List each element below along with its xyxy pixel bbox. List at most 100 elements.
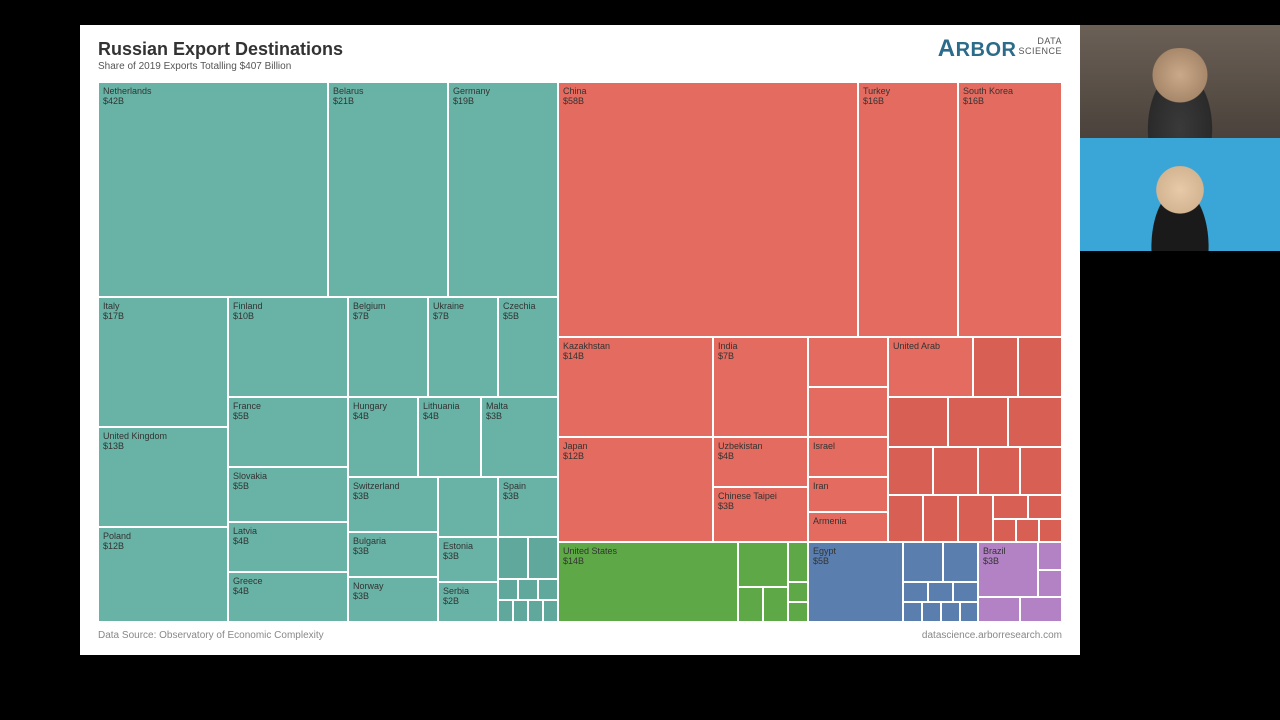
cell-label: Malta <box>486 401 553 411</box>
cell-label: Uzbekistan <box>718 441 803 451</box>
cell-label: Slovakia <box>233 471 343 481</box>
cell-value: $5B <box>503 311 553 321</box>
cell-value: $7B <box>353 311 423 321</box>
treemap-cell <box>958 495 993 542</box>
cell-label: Israel <box>813 441 883 451</box>
cell-label: Poland <box>103 531 223 541</box>
treemap-cell <box>978 447 1020 495</box>
treemap-cell: Armenia <box>808 512 888 542</box>
treemap-cell <box>1016 519 1039 542</box>
treemap-cell: Greece$4B <box>228 572 348 622</box>
cell-value: $16B <box>963 96 1057 106</box>
treemap-cell <box>1038 542 1062 570</box>
treemap-cell: Belarus$21B <box>328 82 448 297</box>
cell-value: $42B <box>103 96 323 106</box>
cell-value: $3B <box>503 491 553 501</box>
treemap-cell <box>903 542 943 582</box>
treemap-cell <box>1008 397 1062 447</box>
treemap-cell <box>788 602 808 622</box>
data-source: Data Source: Observatory of Economic Com… <box>98 630 324 641</box>
logo-brand: ARBOR <box>938 39 1017 61</box>
cell-value: $14B <box>563 351 708 361</box>
cell-value: $4B <box>353 411 413 421</box>
cell-label: Finland <box>233 301 343 311</box>
cell-label: Brazil <box>983 546 1033 556</box>
cell-label: Switzerland <box>353 481 433 491</box>
treemap-cell <box>738 587 763 622</box>
cell-label: Japan <box>563 441 708 451</box>
cell-label: Greece <box>233 576 343 586</box>
cell-label: Germany <box>453 86 553 96</box>
cell-label: Ukraine <box>433 301 493 311</box>
treemap-cell: Poland$12B <box>98 527 228 622</box>
title-block: Russian Export Destinations Share of 201… <box>98 37 343 72</box>
treemap-cell <box>808 337 888 387</box>
treemap-cell: Czechia$5B <box>498 297 558 397</box>
treemap-cell: Spain$3B <box>498 477 558 537</box>
treemap-cell <box>928 582 953 602</box>
treemap-cell <box>518 579 538 600</box>
cell-value: $12B <box>103 541 223 551</box>
cell-label: Armenia <box>813 516 883 526</box>
treemap-cell: Malta$3B <box>481 397 558 477</box>
treemap-cell: Germany$19B <box>448 82 558 297</box>
cell-value: $7B <box>718 351 803 361</box>
video-tile-1[interactable] <box>1080 25 1280 138</box>
treemap-cell: Uzbekistan$4B <box>713 437 808 487</box>
cell-value: $5B <box>813 556 898 566</box>
cell-label: Spain <box>503 481 553 491</box>
treemap-cell: Turkey$16B <box>858 82 958 337</box>
treemap-cell: United Kingdom$13B <box>98 427 228 527</box>
treemap-cell: Israel <box>808 437 888 477</box>
treemap-cell: Switzerland$3B <box>348 477 438 532</box>
video-tile-2[interactable] <box>1080 138 1280 251</box>
treemap-cell: United States$14B <box>558 542 738 622</box>
treemap-cell <box>1039 519 1062 542</box>
treemap-cell <box>1038 570 1062 597</box>
cell-value: $3B <box>983 556 1033 566</box>
chart-title: Russian Export Destinations <box>98 39 343 60</box>
treemap-cell <box>903 602 922 622</box>
treemap-cell <box>1020 597 1062 622</box>
treemap-cell: Japan$12B <box>558 437 713 542</box>
cell-value: $12B <box>563 451 708 461</box>
treemap-cell: Estonia$3B <box>438 537 498 582</box>
cell-value: $16B <box>863 96 953 106</box>
treemap-cell <box>808 387 888 437</box>
treemap-cell <box>978 597 1020 622</box>
treemap-cell: Iran <box>808 477 888 512</box>
treemap-cell <box>788 582 808 602</box>
treemap-cell <box>993 495 1028 519</box>
treemap-cell <box>528 600 543 622</box>
treemap-cell <box>888 495 923 542</box>
treemap-cell: Kazakhstan$14B <box>558 337 713 437</box>
treemap-cell <box>438 477 498 537</box>
treemap-chart: Netherlands$42BBelarus$21BGermany$19BIta… <box>98 82 1062 622</box>
cell-value: $2B <box>443 596 493 606</box>
treemap-cell <box>933 447 978 495</box>
treemap-cell <box>528 537 558 579</box>
cell-value: $3B <box>353 591 433 601</box>
treemap-cell <box>948 397 1008 447</box>
cell-value: $4B <box>423 411 476 421</box>
cell-value: $19B <box>453 96 553 106</box>
logo-sub: DATASCIENCE <box>1018 37 1062 57</box>
treemap-cell <box>788 542 808 582</box>
treemap-cell <box>498 579 518 600</box>
cell-label: Egypt <box>813 546 898 556</box>
treemap-cell: China$58B <box>558 82 858 337</box>
cell-value: $3B <box>718 501 803 511</box>
footer-row: Data Source: Observatory of Economic Com… <box>98 630 1062 641</box>
treemap-cell <box>903 582 928 602</box>
treemap-cell: France$5B <box>228 397 348 467</box>
cell-label: Latvia <box>233 526 343 536</box>
cell-value: $5B <box>233 481 343 491</box>
cell-label: United Arab <box>893 341 968 351</box>
cell-label: Iran <box>813 481 883 491</box>
treemap-cell <box>941 602 960 622</box>
cell-label: United Kingdom <box>103 431 223 441</box>
treemap-cell <box>538 579 558 600</box>
cell-label: Serbia <box>443 586 493 596</box>
cell-label: Belgium <box>353 301 423 311</box>
treemap-cell: Brazil$3B <box>978 542 1038 597</box>
